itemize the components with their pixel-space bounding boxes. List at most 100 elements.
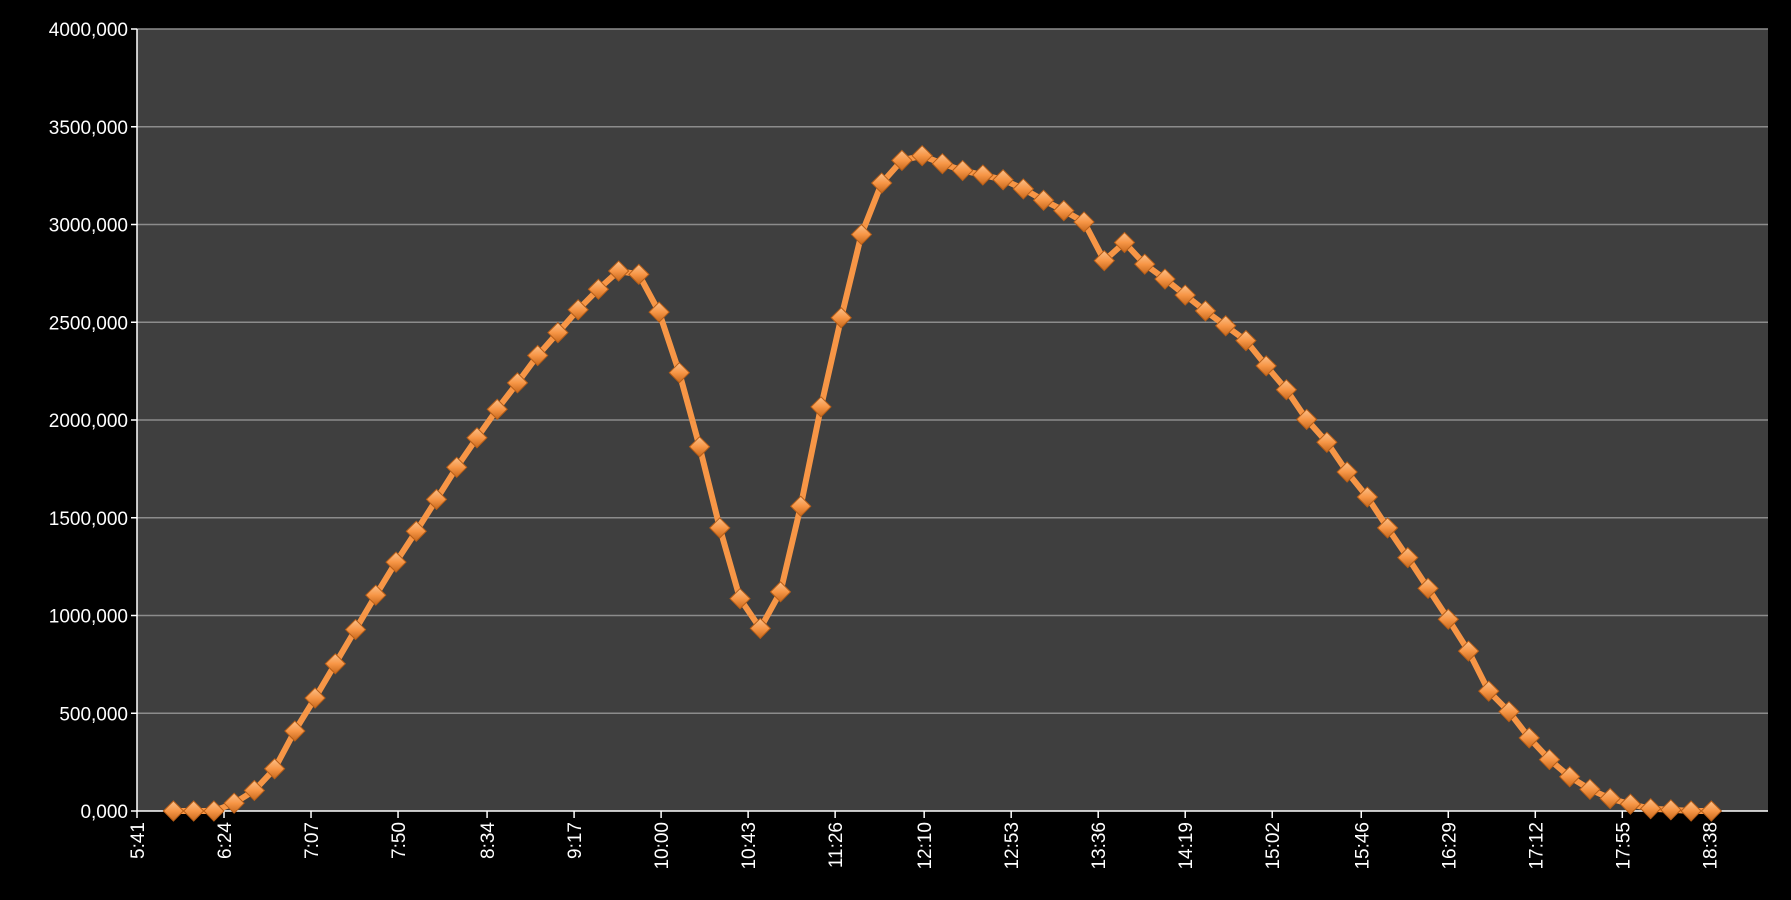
data-point [1538, 748, 1561, 771]
data-point [972, 164, 994, 186]
data-point [1356, 486, 1379, 508]
data-point [506, 372, 529, 394]
y-tick-label: 2000,000 [49, 411, 128, 432]
data-point [931, 152, 954, 175]
data-point [1660, 799, 1682, 821]
data-point [1376, 517, 1399, 539]
x-tick-label: 7:07 [302, 822, 323, 859]
data-point [547, 321, 569, 344]
data-point [425, 488, 448, 511]
data-point [1174, 284, 1196, 306]
data-point [891, 149, 913, 172]
data-point [1599, 787, 1621, 810]
data-point [830, 307, 852, 329]
y-tick-label: 3000,000 [49, 216, 128, 237]
data-point [628, 263, 650, 286]
data-point [810, 396, 832, 418]
data-point [850, 223, 873, 246]
data-point [344, 618, 367, 641]
data-point [1619, 793, 1642, 815]
data-point [749, 617, 771, 640]
data-point [688, 436, 711, 458]
data-point [1478, 680, 1500, 702]
data-point [1012, 178, 1035, 200]
data-point [486, 398, 508, 420]
y-tick-label: 1500,000 [49, 509, 128, 530]
data-point [992, 169, 1014, 191]
x-tick-label: 5:41 [128, 822, 149, 859]
data-point [1680, 800, 1702, 822]
data-point [1397, 546, 1419, 569]
data-point [911, 144, 933, 167]
x-tick-label: 16:29 [1439, 822, 1460, 870]
data-point [223, 792, 245, 814]
data-point [1235, 329, 1257, 352]
x-tick-label: 14:19 [1176, 822, 1197, 870]
data-point [263, 758, 286, 780]
data-point [1073, 211, 1095, 233]
data-point [1639, 797, 1662, 820]
data-point [1255, 355, 1277, 377]
x-tick-label: 6:24 [215, 822, 236, 859]
data-point [1214, 315, 1237, 337]
data-point [1518, 727, 1540, 749]
data-point [385, 551, 407, 573]
data-point [243, 779, 266, 802]
data-point [162, 800, 185, 822]
y-tick-label: 500,000 [59, 704, 128, 725]
x-tick-label: 10:43 [739, 822, 760, 870]
x-tick-label: 11:26 [826, 822, 847, 868]
data-point [1032, 189, 1055, 211]
data-point [446, 456, 468, 479]
data-point [1700, 800, 1723, 822]
data-point [1134, 253, 1156, 275]
data-point [1093, 249, 1115, 272]
data-point [284, 720, 306, 742]
x-tick-label: 18:38 [1700, 822, 1721, 870]
data-point [203, 800, 225, 822]
x-tick-label: 12:53 [1002, 822, 1023, 870]
data-point [1498, 700, 1520, 723]
data-point [567, 299, 589, 321]
data-point [1154, 268, 1176, 290]
x-tick-label: 15:46 [1352, 822, 1373, 870]
data-point [648, 301, 670, 323]
data-point [365, 584, 387, 606]
x-tick-label: 13:36 [1089, 822, 1110, 870]
y-tick-label: 0,000 [80, 802, 128, 823]
y-tick-label: 1000,000 [49, 607, 128, 628]
data-point [466, 427, 488, 449]
data-point [1558, 766, 1581, 788]
data-point [405, 520, 427, 542]
data-point [1275, 378, 1298, 401]
x-tick-label: 17:55 [1613, 822, 1634, 870]
data-point [870, 172, 893, 194]
x-tick-label: 8:34 [478, 822, 499, 859]
data-point [1316, 431, 1338, 453]
data-point [1336, 461, 1358, 483]
data-point [182, 800, 205, 822]
y-tick-label: 2500,000 [49, 313, 128, 334]
x-tick-label: 10:00 [652, 822, 673, 870]
data-point [668, 361, 691, 384]
x-tick-label: 7:50 [389, 822, 410, 859]
data-point [607, 260, 630, 282]
y-tick-label: 4000,000 [49, 20, 128, 41]
x-tick-label: 9:17 [565, 822, 586, 859]
x-tick-label: 17:12 [1526, 822, 1547, 870]
data-point [790, 495, 812, 517]
data-point [1053, 199, 1075, 222]
data-point [729, 587, 751, 610]
y-tick-label: 3500,000 [49, 118, 128, 139]
data-point [1579, 778, 1601, 801]
data-point [526, 344, 549, 367]
data-point [1417, 577, 1439, 600]
data-point [769, 581, 792, 603]
data-point [587, 278, 610, 300]
data-point [1295, 408, 1318, 431]
data-point [304, 687, 326, 709]
data-point [1113, 231, 1136, 254]
data-point [951, 159, 974, 182]
data-point [324, 653, 347, 675]
